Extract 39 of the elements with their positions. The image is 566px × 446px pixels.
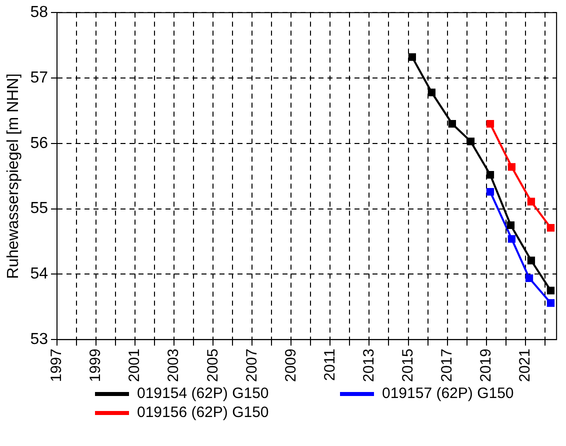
y-tick-label: 54 xyxy=(30,266,48,283)
x-tick-label: 2017 xyxy=(438,348,456,382)
y-tick-label: 55 xyxy=(30,200,48,218)
point xyxy=(486,120,494,128)
x-tick-label: 2019 xyxy=(477,348,494,382)
y-tick-label: 58 xyxy=(30,4,48,22)
point xyxy=(466,138,475,146)
point xyxy=(448,120,456,128)
point xyxy=(486,170,494,179)
point xyxy=(527,256,536,264)
point xyxy=(486,188,494,196)
x-tick-label: 2013 xyxy=(360,348,378,382)
y-tick-label: 57 xyxy=(30,69,48,86)
point xyxy=(428,88,436,96)
x-tick-label: 1997 xyxy=(48,348,66,382)
x-tick-label: 2011 xyxy=(321,348,338,381)
point xyxy=(408,53,416,61)
y-tick-label: 56 xyxy=(30,134,48,152)
x-tick-label: 2005 xyxy=(204,348,222,382)
x-tick-label: 2007 xyxy=(243,348,260,382)
x-tick-label: 2015 xyxy=(399,348,416,382)
point xyxy=(508,235,516,243)
point xyxy=(506,221,515,229)
legend-label: 019157 (62P) G150 xyxy=(382,385,514,402)
x-tick-label: 2009 xyxy=(282,348,300,382)
point xyxy=(508,163,516,171)
legend-label: 019154 (62P) G150 xyxy=(137,385,269,402)
point xyxy=(546,224,555,232)
x-tick-label: 1999 xyxy=(87,348,104,382)
y-axis-title: Ruhewasserspiegel [m NHN] xyxy=(5,73,22,279)
point xyxy=(527,198,536,206)
point xyxy=(546,286,555,294)
point xyxy=(525,274,534,282)
x-tick-label: 2021 xyxy=(516,348,534,382)
x-tick-label: 2003 xyxy=(165,348,182,382)
point xyxy=(546,299,555,307)
legend-label: 019156 (62P) G150 xyxy=(137,404,269,421)
x-tick-label: 2001 xyxy=(126,348,144,382)
y-tick-label: 53 xyxy=(30,331,48,348)
